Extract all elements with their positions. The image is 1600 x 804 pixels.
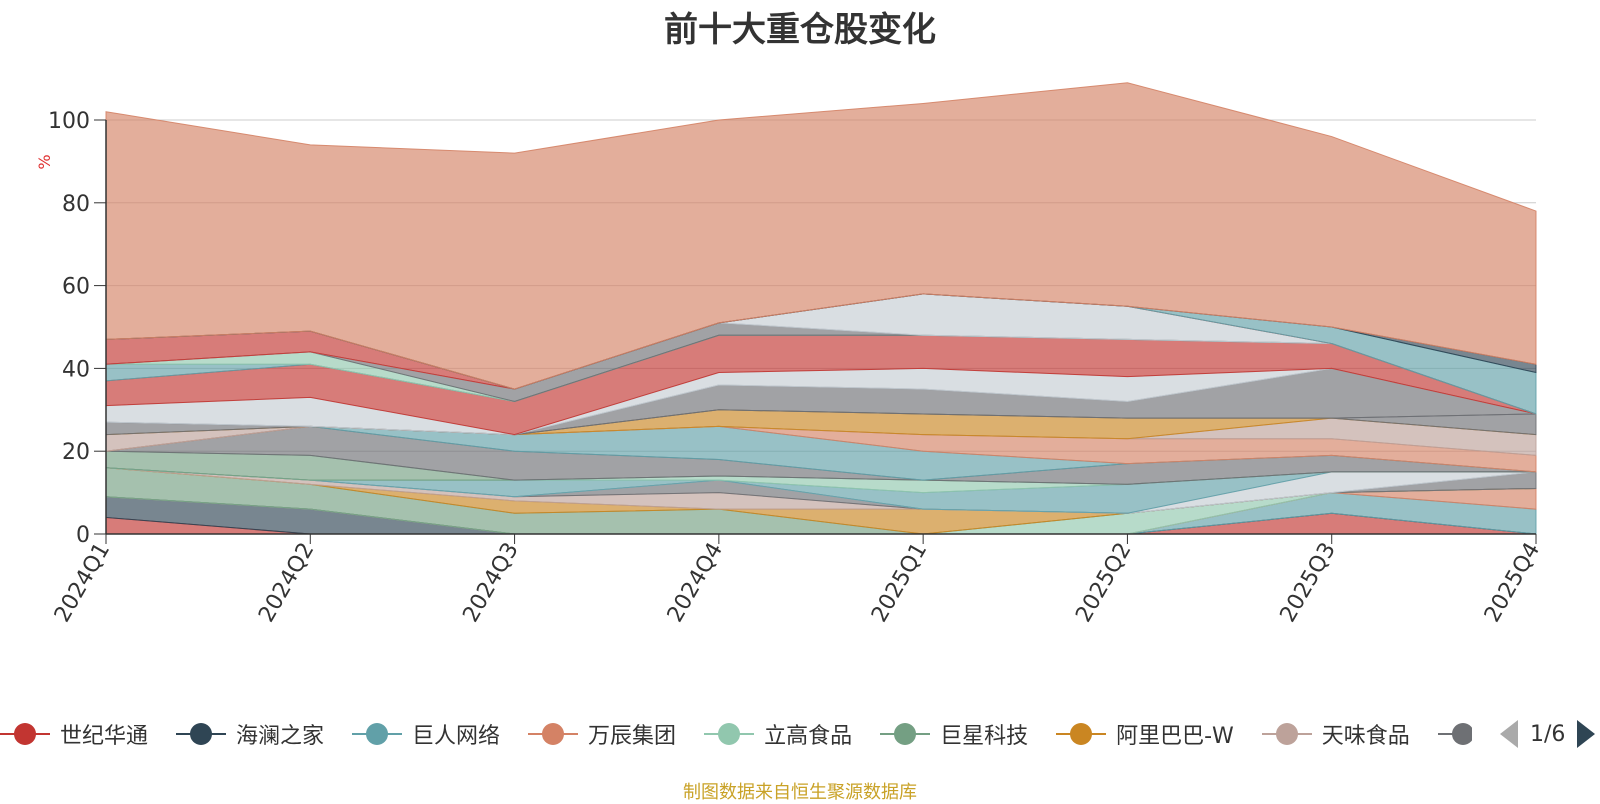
legend: 世纪华通 海澜之家 巨人网络 万辰集团 立高食品 巨星科技 阿里巴巴-W 天味食品 — [0, 712, 1600, 756]
x-tick-label: 2024Q3 — [458, 539, 523, 627]
legend-label: 巨人网络 — [412, 724, 501, 749]
legend-next-page-icon[interactable] — [1577, 720, 1596, 748]
legend-marker-icon — [1056, 712, 1107, 756]
area-layer — [105, 82, 1537, 535]
legend-item[interactable]: 立高食品 — [704, 712, 852, 756]
legend-marker-icon — [880, 712, 931, 756]
chart-plot: 0 20 40 60 80 100 2024Q1 2024Q2 2024Q3 2024Q4 2025… — [35, 82, 1545, 627]
y-tick-label: 40 — [62, 357, 90, 382]
x-tick-label: 2025Q4 — [1480, 539, 1545, 627]
legend-marker-icon — [704, 712, 755, 756]
y-tick-label: 60 — [62, 275, 90, 300]
legend-item-partial[interactable] — [1437, 712, 1472, 756]
legend-item[interactable]: 天味食品 — [1261, 712, 1410, 756]
x-tick-label: 2025Q1 — [867, 539, 932, 627]
y-tick-label: 20 — [62, 440, 90, 465]
legend-page-label: 1/6 — [1530, 721, 1566, 747]
x-tick-label: 2024Q1 — [50, 539, 115, 627]
legend-marker-icon — [0, 712, 50, 756]
legend-marker-icon — [528, 712, 579, 756]
x-tick-label: 2024Q2 — [254, 539, 319, 627]
x-tick-label: 2024Q4 — [663, 539, 728, 627]
legend-label: 世纪华通 — [60, 724, 149, 749]
source-footnote: 制图数据来自恒生聚源数据库 — [683, 782, 917, 803]
y-tick-label: 0 — [76, 523, 90, 548]
y-tick-label: 80 — [62, 192, 90, 217]
legend-marker-icon — [176, 712, 227, 756]
legend-label: 巨星科技 — [940, 724, 1029, 749]
legend-item[interactable]: 巨星科技 — [880, 712, 1028, 756]
legend-pager: 1/6 — [1500, 712, 1596, 756]
legend-label: 海澜之家 — [236, 724, 325, 749]
legend-marker-icon — [352, 712, 403, 756]
legend-marker-icon — [1261, 712, 1312, 756]
legend-item[interactable]: 海澜之家 — [176, 712, 324, 756]
legend-item[interactable]: 世纪华通 — [0, 712, 148, 756]
chart-title: 前十大重仓股变化 — [664, 10, 936, 50]
legend-label: 万辰集团 — [588, 724, 677, 749]
legend-label: 立高食品 — [764, 724, 853, 749]
legend-label: 阿里巴巴-W — [1116, 724, 1234, 749]
legend-item[interactable]: 万辰集团 — [528, 712, 676, 756]
x-tick-label: 2025Q2 — [1071, 539, 1136, 627]
legend-marker-icon — [1437, 712, 1472, 756]
legend-prev-page-icon[interactable] — [1500, 720, 1518, 748]
legend-item[interactable]: 阿里巴巴-W — [1056, 712, 1234, 756]
y-axis-unit-label: % — [35, 154, 54, 169]
legend-label: 天味食品 — [1321, 724, 1410, 749]
series-area[interactable] — [105, 82, 1537, 390]
y-tick-label: 100 — [48, 109, 90, 134]
x-tick-label: 2025Q3 — [1276, 539, 1341, 627]
legend-item[interactable]: 巨人网络 — [352, 712, 500, 756]
